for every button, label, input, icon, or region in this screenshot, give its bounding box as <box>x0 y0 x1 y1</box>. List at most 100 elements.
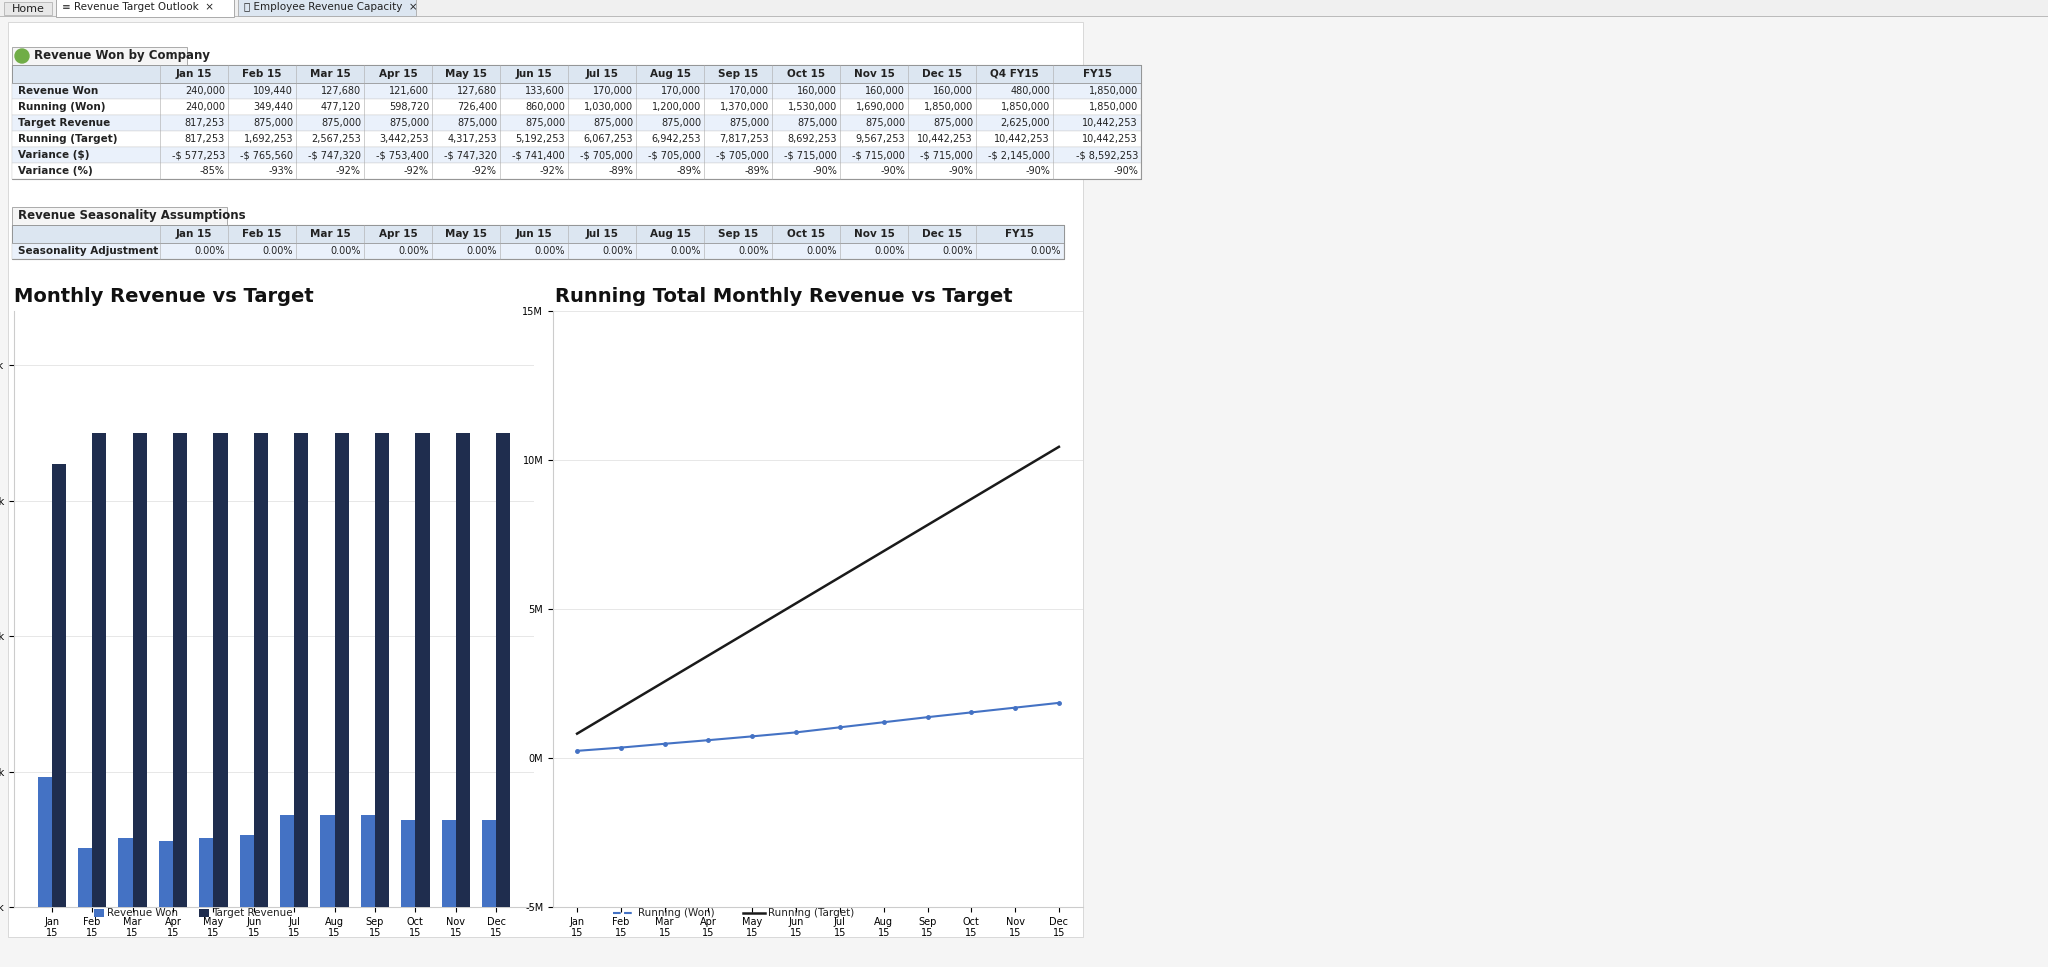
Text: 133,600: 133,600 <box>524 86 565 96</box>
Text: 875,000: 875,000 <box>864 118 905 128</box>
Bar <box>12 115 1141 131</box>
Text: Target Revenue: Target Revenue <box>18 118 111 128</box>
Text: 6,067,253: 6,067,253 <box>584 134 633 144</box>
Bar <box>238 0 416 16</box>
Text: 3,442,253: 3,442,253 <box>379 134 428 144</box>
Text: 240,000: 240,000 <box>184 102 225 112</box>
Text: Q4 FY15: Q4 FY15 <box>989 69 1038 79</box>
Bar <box>12 65 1141 179</box>
Text: 0.00%: 0.00% <box>1030 246 1061 256</box>
Text: -85%: -85% <box>201 166 225 176</box>
Text: Nov 15: Nov 15 <box>854 229 895 239</box>
Text: 5,192,253: 5,192,253 <box>516 134 565 144</box>
Text: 109,440: 109,440 <box>254 86 293 96</box>
Text: Jan 15: Jan 15 <box>176 69 213 79</box>
Bar <box>12 207 227 225</box>
Text: 598,720: 598,720 <box>389 102 428 112</box>
Text: 726,400: 726,400 <box>457 102 498 112</box>
Bar <box>457 433 469 907</box>
Text: -$ 715,000: -$ 715,000 <box>784 150 838 160</box>
Text: Mar 15: Mar 15 <box>309 69 350 79</box>
Text: Jan 15: Jan 15 <box>176 229 213 239</box>
Bar <box>4 2 51 15</box>
Text: 1,530,000: 1,530,000 <box>788 102 838 112</box>
Text: 7,817,253: 7,817,253 <box>719 134 768 144</box>
Text: 0.00%: 0.00% <box>807 246 838 256</box>
Bar <box>375 433 389 907</box>
Text: 📄 Employee Revenue Capacity  ×: 📄 Employee Revenue Capacity × <box>244 3 418 13</box>
Text: 10,442,253: 10,442,253 <box>995 134 1051 144</box>
Text: -$ 765,560: -$ 765,560 <box>240 150 293 160</box>
Bar <box>0 16 2048 17</box>
Text: 170,000: 170,000 <box>729 86 768 96</box>
Bar <box>12 47 186 65</box>
Text: 875,000: 875,000 <box>797 118 838 128</box>
Text: Oct 15: Oct 15 <box>786 229 825 239</box>
Bar <box>12 99 1141 115</box>
Text: 817,253: 817,253 <box>184 118 225 128</box>
Bar <box>442 820 457 907</box>
Bar <box>213 433 227 907</box>
Text: Apr 15: Apr 15 <box>379 229 418 239</box>
Text: 349,440: 349,440 <box>254 102 293 112</box>
Text: Aug 15: Aug 15 <box>649 69 690 79</box>
Text: 1,850,000: 1,850,000 <box>1090 86 1139 96</box>
Text: 0.00%: 0.00% <box>399 246 428 256</box>
Text: -$ 753,400: -$ 753,400 <box>377 150 428 160</box>
Bar <box>160 841 172 907</box>
Text: 817,253: 817,253 <box>184 134 225 144</box>
Text: 1,850,000: 1,850,000 <box>924 102 973 112</box>
Text: Revenue Seasonality Assumptions: Revenue Seasonality Assumptions <box>18 210 246 222</box>
Bar <box>496 433 510 907</box>
Text: 2,625,000: 2,625,000 <box>1001 118 1051 128</box>
Text: 1,850,000: 1,850,000 <box>1001 102 1051 112</box>
Text: 477,120: 477,120 <box>322 102 360 112</box>
Text: -$ 705,000: -$ 705,000 <box>717 150 768 160</box>
Text: Jul 15: Jul 15 <box>586 69 618 79</box>
Text: 9,567,253: 9,567,253 <box>856 134 905 144</box>
Text: Revenue Won: Revenue Won <box>106 908 178 918</box>
Text: Home: Home <box>12 4 45 14</box>
Bar <box>240 835 254 907</box>
Text: May 15: May 15 <box>444 229 487 239</box>
Text: -$ 741,400: -$ 741,400 <box>512 150 565 160</box>
Text: 875,000: 875,000 <box>934 118 973 128</box>
Bar <box>55 0 233 17</box>
Text: -$ 715,000: -$ 715,000 <box>920 150 973 160</box>
Bar <box>12 83 1141 99</box>
Text: 160,000: 160,000 <box>864 86 905 96</box>
Bar <box>133 433 147 907</box>
Bar <box>199 909 209 917</box>
Text: -90%: -90% <box>1026 166 1051 176</box>
Text: -$ 2,145,000: -$ 2,145,000 <box>987 150 1051 160</box>
Text: ≡ Revenue Target Outlook  ×: ≡ Revenue Target Outlook × <box>61 3 213 13</box>
Text: 0.00%: 0.00% <box>602 246 633 256</box>
Text: -89%: -89% <box>608 166 633 176</box>
Text: Target Revenue: Target Revenue <box>213 908 293 918</box>
Text: Mar 15: Mar 15 <box>309 229 350 239</box>
Text: Running (Won): Running (Won) <box>639 908 715 918</box>
Bar <box>12 225 1065 259</box>
Text: -$ 715,000: -$ 715,000 <box>852 150 905 160</box>
Text: 0.00%: 0.00% <box>195 246 225 256</box>
Text: -92%: -92% <box>541 166 565 176</box>
Bar <box>92 433 106 907</box>
Text: Variance (%): Variance (%) <box>18 166 92 176</box>
Text: 860,000: 860,000 <box>524 102 565 112</box>
Bar <box>295 433 309 907</box>
Text: Sep 15: Sep 15 <box>719 69 758 79</box>
Text: -89%: -89% <box>743 166 768 176</box>
Text: 875,000: 875,000 <box>592 118 633 128</box>
Bar <box>8 22 1083 937</box>
Text: -93%: -93% <box>268 166 293 176</box>
Bar <box>12 243 1065 259</box>
Bar <box>0 0 2048 17</box>
Text: Revenue Won by Company: Revenue Won by Company <box>35 49 211 63</box>
Text: 875,000: 875,000 <box>389 118 428 128</box>
Text: -92%: -92% <box>471 166 498 176</box>
Text: -$ 8,592,253: -$ 8,592,253 <box>1075 150 1139 160</box>
Text: 2,567,253: 2,567,253 <box>311 134 360 144</box>
Bar <box>319 815 334 907</box>
Text: 875,000: 875,000 <box>457 118 498 128</box>
Text: 875,000: 875,000 <box>252 118 293 128</box>
